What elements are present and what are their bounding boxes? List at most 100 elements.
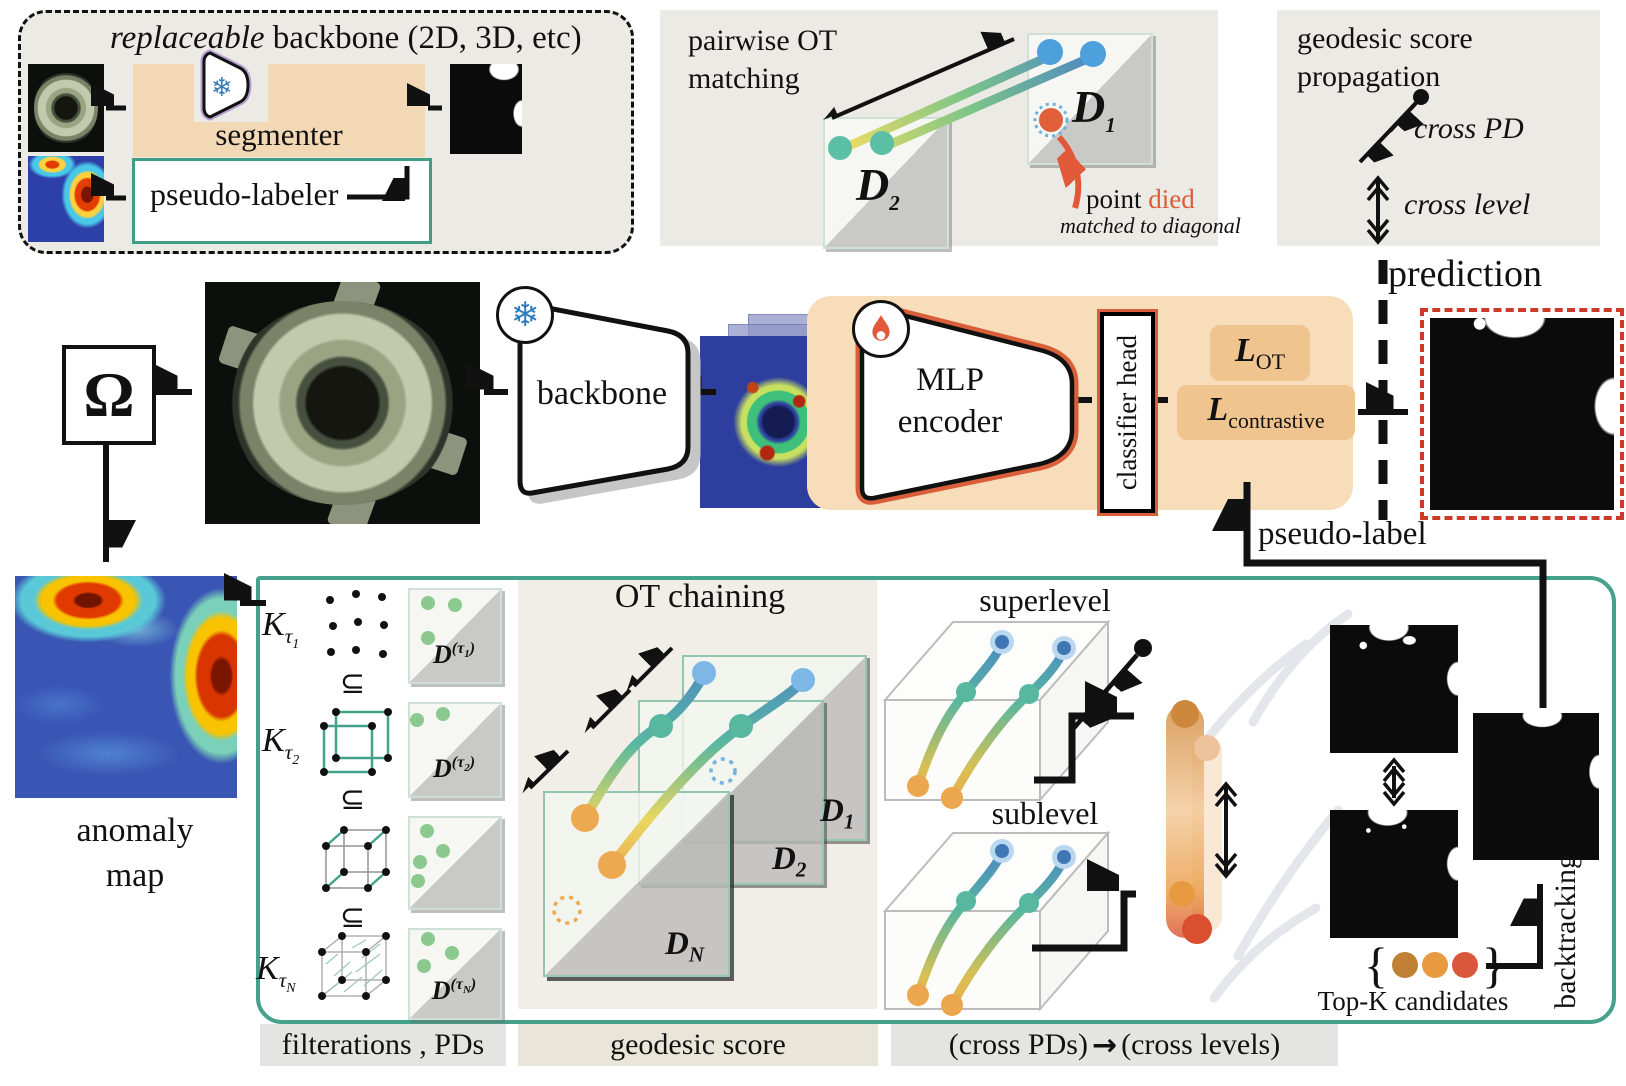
omega-symbol: Ω: [83, 359, 135, 430]
frozen-backbone-badge: ❄: [496, 286, 554, 344]
loss-ot-label: LOT: [1235, 332, 1285, 375]
superlevel-label: superlevel: [979, 582, 1111, 618]
sublevel-label: sublevel: [991, 795, 1099, 831]
prediction-mask: [1430, 318, 1614, 510]
fire-icon: [872, 315, 890, 341]
loss-ot-sub: OT: [1255, 348, 1286, 374]
tau-idx: N: [286, 980, 296, 996]
d-idx: 2: [795, 857, 807, 882]
pd-tau1-label: D(τ1): [412, 640, 496, 670]
brace-left: {: [1364, 937, 1388, 993]
input-part-thumbnail: [28, 64, 104, 152]
part-disc: [34, 71, 98, 145]
d1-letter: D: [1072, 81, 1106, 132]
k-letter: K: [256, 950, 279, 987]
backtracking-label: backtracking: [1545, 846, 1587, 1016]
point-word: point: [1086, 184, 1149, 214]
topk-caption: Top-K candidates: [1317, 986, 1509, 1016]
pairwise-title: pairwise OT matching: [688, 22, 837, 98]
tau: τ: [284, 623, 293, 648]
loss-ot-box: LOT: [1210, 325, 1310, 381]
point-died-note: point died: [1086, 184, 1195, 215]
pd-tau2-label: D(τ2): [412, 754, 496, 784]
d-letter: D: [665, 926, 689, 962]
frozen-segmenter-icon: ❄: [200, 49, 252, 121]
sup-idx: 1: [464, 648, 470, 661]
d2-letter: D: [856, 159, 890, 210]
tau: τ: [278, 967, 287, 992]
geodesic-title-1: geodesic score: [1297, 22, 1473, 55]
fire-trainable-badge: [852, 300, 910, 358]
backtracking-text: backtracking: [1549, 853, 1582, 1009]
classifier-head-box: classifier head: [1100, 312, 1155, 513]
prediction-title: prediction: [1388, 253, 1543, 295]
sup-close: ): [469, 754, 476, 772]
pairwise-title-1: pairwise OT: [688, 24, 838, 57]
anomaly-thumbnail: [28, 156, 104, 242]
backtracked-mask: [1473, 713, 1599, 860]
chain-d1-label: D1: [820, 793, 854, 835]
pd-d2-label: D2: [856, 158, 900, 216]
sup-open: (τ: [451, 754, 465, 772]
title-replaceable: replaceable: [110, 20, 265, 56]
loss-letter: L: [1207, 391, 1229, 429]
segmenter-block: [133, 64, 425, 157]
topk-dot-3: [1452, 952, 1478, 978]
sup-idx: 2: [464, 762, 470, 775]
cross-caption-bar: (cross PDs) → (cross levels): [891, 1024, 1338, 1066]
geodesic-title: geodesic score propagation: [1297, 20, 1473, 96]
chain-d2-label: D2: [772, 841, 806, 883]
cross-pds-caption: (cross PDs): [948, 1028, 1088, 1061]
replaceable-backbone-title: replaceable backbone (2D, 3D, etc): [110, 20, 620, 57]
caption-arrow-icon: →: [1091, 1027, 1118, 1063]
filtrations-caption: filterations , PDs: [281, 1028, 485, 1061]
cross-levels-caption: (cross levels): [1121, 1028, 1281, 1061]
sup-open: (τ: [451, 640, 465, 658]
subset-symbol-2: ⊆: [340, 782, 366, 817]
sup-open: (τ: [450, 976, 463, 994]
died-word: died: [1148, 184, 1195, 214]
geodesic-legend-panel: [1277, 10, 1600, 246]
matched-diagonal-note: matched to diagonal: [1060, 213, 1241, 238]
anomaly-map-caption: anomaly map: [40, 808, 230, 898]
cross-pd-label: cross PD: [1414, 112, 1524, 145]
pairwise-title-2: matching: [688, 62, 800, 95]
input-part-photo: [205, 282, 480, 524]
sup-close: ): [469, 640, 476, 658]
geodesic-score-caption-bar: geodesic score: [518, 1024, 878, 1066]
title-backbone-rest: backbone (2D, 3D, etc): [264, 20, 582, 56]
loss-contrastive-box: Lcontrastive: [1177, 385, 1355, 440]
d-letter: D: [432, 754, 452, 783]
k-tau2-label: Kτ2: [262, 722, 299, 769]
chain-dN-label: DN: [665, 926, 704, 968]
subset-symbol-3: ⊆: [340, 900, 366, 935]
topk-dots-group: { }: [1364, 937, 1506, 993]
segmenter-output-mask: [450, 64, 522, 154]
loss-contrastive-sub: contrastive: [1228, 407, 1325, 433]
k-tauN-label: KτN: [256, 950, 296, 997]
k-letter: K: [262, 606, 285, 643]
prediction-box: [1420, 308, 1624, 520]
part-disc: [227, 301, 458, 505]
tau: τ: [284, 739, 293, 764]
tau-idx: 2: [292, 752, 300, 768]
sup-close: ): [470, 976, 477, 994]
pd-square-mid: [408, 816, 502, 910]
candidate-mask-top: [1330, 625, 1458, 753]
pd-d1-label: D1: [1072, 80, 1116, 138]
d-letter: D: [772, 841, 796, 877]
loss-letter: L: [1234, 331, 1256, 369]
classifier-head-label: classifier head: [1112, 334, 1142, 491]
d2-sub: 2: [889, 191, 900, 216]
d-idx: N: [688, 942, 705, 967]
k-tau1-label: Kτ1: [262, 606, 299, 653]
pseudo-label-text: pseudo-label: [1258, 516, 1427, 552]
snowflake-icon: ❄: [211, 73, 233, 103]
snowflake-icon: ❄: [510, 295, 540, 335]
loss-contrastive-label: Lcontrastive: [1207, 391, 1324, 434]
tau-idx: 1: [292, 636, 300, 652]
pd-tauN-label: D(τN): [412, 976, 496, 1006]
cross-level-label: cross level: [1404, 188, 1531, 221]
filtrations-caption-bar: filterations , PDs: [260, 1024, 506, 1066]
